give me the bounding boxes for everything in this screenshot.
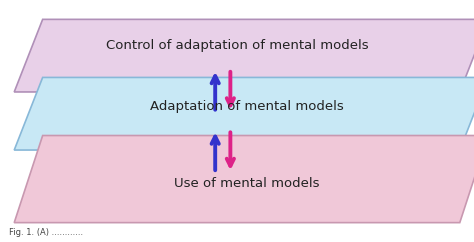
Text: Adaptation of mental models: Adaptation of mental models bbox=[150, 100, 343, 113]
Polygon shape bbox=[14, 136, 474, 223]
Polygon shape bbox=[14, 19, 474, 92]
Text: Use of mental models: Use of mental models bbox=[174, 177, 319, 190]
Text: Control of adaptation of mental models: Control of adaptation of mental models bbox=[106, 39, 368, 53]
Polygon shape bbox=[14, 77, 474, 150]
Text: Fig. 1. (A) ............: Fig. 1. (A) ............ bbox=[9, 228, 83, 237]
